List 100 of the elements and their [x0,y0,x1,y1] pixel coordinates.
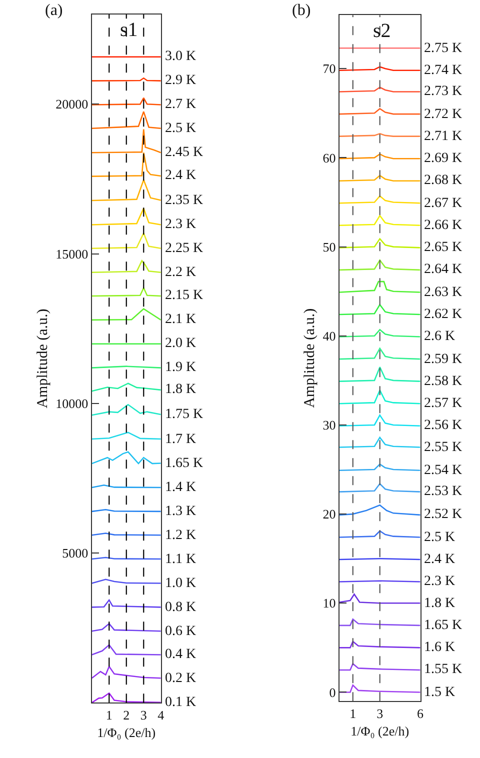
line-series [92,128,161,154]
series-label: 2.3 K [165,217,196,232]
series-label: 2.25 K [165,241,204,256]
series-label: 2.7 K [165,97,196,112]
series-label: 2.57 K [424,396,462,411]
series-label: 1.55 K [424,662,462,677]
series-label: 2.64 K [424,262,462,277]
y-axis-title: Amplitude (a.u.) [302,308,318,408]
series-label: 1.65 K [424,618,462,633]
series-label: 2.71 K [424,129,462,144]
series-label: 2.74 K [424,63,462,78]
line-series [92,692,161,703]
series-label: 2.72 K [424,107,462,122]
series-label: 2.73 K [424,84,462,99]
line-series [339,618,420,626]
series-label: 2.68 K [424,173,462,188]
line-series [339,304,420,316]
series-label: 2.56 K [424,418,462,433]
line-series [339,464,420,472]
line-series [339,195,420,204]
series-label: 2.0 K [165,336,196,351]
series-label: 2.3 K [424,574,456,589]
series-label: 1.4 K [165,480,196,495]
series-label: 1.8 K [424,596,456,611]
y-tick-label: 50 [322,239,336,254]
line-series [339,238,420,248]
annotation: s1 [120,19,138,41]
y-tick-label: 10 [322,596,336,611]
series-label: 0.6 K [165,624,196,639]
y-tick-label: 20 [322,506,336,522]
series-label: 1.9 K [165,360,196,375]
series-label: 2.67 K [424,196,462,211]
y-tick-label: 30 [322,418,336,433]
series-label: 2.59 K [424,352,462,367]
x-tick-label: 6 [417,706,424,721]
line-series [339,504,420,516]
series-label: 2.58 K [424,374,462,389]
series-label: 3.0 K [165,49,196,64]
y-tick-label: 5000 [62,546,88,561]
series-label: 0.4 K [165,647,196,662]
series-label: 2.9 K [165,73,196,88]
line-series [339,684,420,693]
x-axis-title: 1/Φ₀ (2e/h) [350,723,410,738]
y-tick-label: 15000 [56,246,88,262]
line-series [339,436,420,448]
series-label: 1.7 K [165,432,196,447]
line-series [339,260,420,271]
x-tick-label: 1 [350,706,356,721]
series-label: 2.54 K [424,463,462,478]
series-label: 1.6 K [424,640,456,655]
line-series [92,111,161,130]
line-series [92,382,161,392]
x-tick-label: 2 [123,707,130,722]
series-label: 1.8 K [165,382,196,397]
series-label: 2.4 K [424,552,456,567]
chart-title: (a) [45,2,63,19]
line-series [339,390,420,404]
series-label: 2.6 K [424,329,456,344]
series-label: 0.1 K [165,695,196,710]
line-series [92,208,161,226]
series-label: 2.62 K [424,307,462,322]
line-series [92,644,161,656]
line-series [339,329,420,338]
series-label: 2.53 K [424,484,462,499]
x-axis-title: 1/Φ₀ (2e/h) [97,724,156,740]
y-tick-label: 40 [322,328,336,344]
series-label: 2.5 K [424,530,456,545]
line-series [339,366,420,382]
series-label: 1.1 K [165,552,196,567]
chart-title: (b) [292,2,311,19]
y-tick-label: 70 [322,61,336,76]
line-series [92,599,161,608]
series-label: 2.52 K [424,507,462,522]
series-label: 2.2 K [165,265,196,280]
y-tick-label: 10000 [56,396,88,411]
line-series [339,594,420,604]
line-series [92,404,161,416]
series-label: 2.66 K [424,218,462,233]
series-label: 2.35 K [165,193,204,208]
line-series [92,179,161,202]
series-label: 1.3 K [165,504,196,519]
line-series [92,451,161,464]
y-tick-label: 0 [329,684,336,700]
x-tick-label: 1 [106,707,112,722]
series-label: 2.4 K [165,168,196,183]
series-label: 2.15 K [165,288,204,303]
series-label: 1.75 K [165,407,204,422]
series-label: 0.2 K [165,671,196,686]
y-axis-title: Amplitude (a.u.) [34,308,51,408]
series-label: 1.2 K [165,528,196,543]
series-label: 2.45 K [165,145,204,160]
line-series [339,640,420,648]
annotation: s2 [373,20,391,42]
line-series [339,663,420,671]
line-series [92,666,161,679]
line-series [339,280,420,293]
series-label: 2.1 K [165,312,196,327]
line-series [92,232,161,250]
line-series [339,530,420,538]
line-series [339,214,420,226]
